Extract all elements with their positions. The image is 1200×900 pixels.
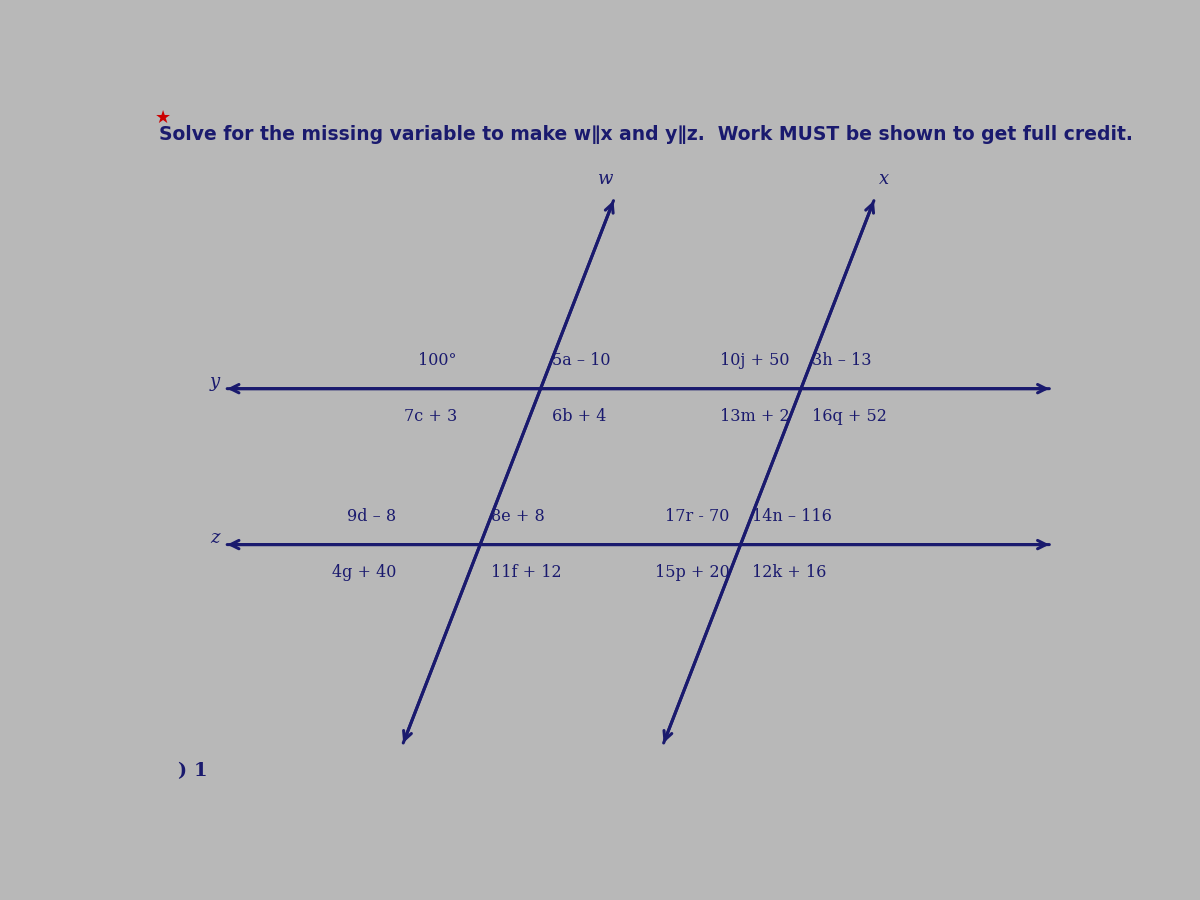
Text: 3h – 13: 3h – 13	[812, 352, 871, 369]
Text: 10j + 50: 10j + 50	[720, 352, 790, 369]
Text: z: z	[210, 528, 220, 546]
Text: 12k + 16: 12k + 16	[751, 564, 826, 581]
Text: 4g + 40: 4g + 40	[332, 564, 396, 581]
Text: 15p + 20: 15p + 20	[655, 564, 730, 581]
Text: w: w	[598, 170, 613, 188]
Text: ) 1: ) 1	[178, 762, 208, 780]
Text: 17r - 70: 17r - 70	[665, 508, 730, 526]
Text: 100°: 100°	[419, 352, 457, 369]
Text: 14n – 116: 14n – 116	[751, 508, 832, 526]
Text: ★: ★	[155, 110, 170, 128]
Text: Solve for the missing variable to make w∥x and y∥z.  Work MUST be shown to get f: Solve for the missing variable to make w…	[160, 125, 1133, 144]
Text: 8e + 8: 8e + 8	[491, 508, 545, 526]
Text: 7c + 3: 7c + 3	[403, 408, 457, 425]
Text: 5a – 10: 5a – 10	[552, 352, 611, 369]
Text: 16q + 52: 16q + 52	[812, 408, 887, 425]
Text: 11f + 12: 11f + 12	[491, 564, 562, 581]
Text: 9d – 8: 9d – 8	[347, 508, 396, 526]
Text: 6b + 4: 6b + 4	[552, 408, 606, 425]
Text: y: y	[210, 373, 220, 391]
Text: x: x	[880, 170, 889, 188]
Text: 13m + 2: 13m + 2	[720, 408, 790, 425]
